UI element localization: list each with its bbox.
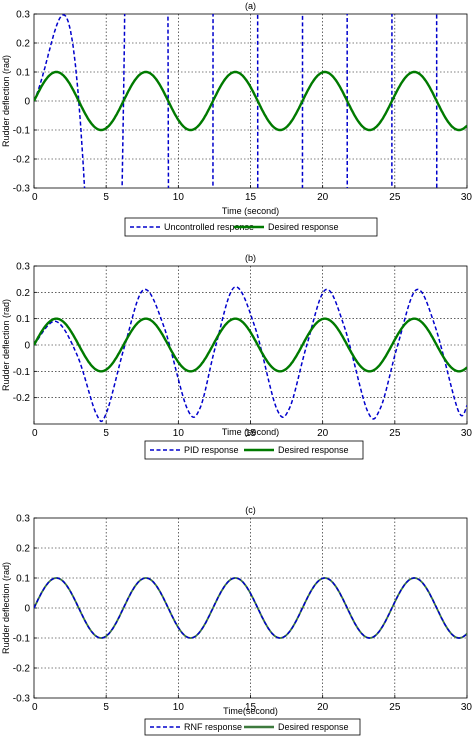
- x-tick-label: 15: [245, 702, 257, 713]
- x-tick-label: 0: [32, 702, 38, 713]
- legend-label: PID response: [184, 445, 239, 455]
- y-tick-label: -0.1: [13, 367, 31, 378]
- y-tick-label: -0.3: [13, 184, 31, 195]
- x-tick-label: 15: [245, 428, 257, 439]
- chart-title: (c): [245, 505, 256, 515]
- legend-label: Desired response: [278, 722, 349, 732]
- x-tick-label: 15: [245, 192, 257, 203]
- y-axis-label: Rudder deflection (rad): [1, 299, 11, 391]
- y-axis-label: Rudder deflection (rad): [1, 55, 11, 147]
- x-tick-label: 5: [103, 702, 109, 713]
- x-tick-label: 30: [461, 428, 473, 439]
- y-tick-label: 0.2: [16, 544, 30, 555]
- y-tick-label: -0.2: [13, 155, 31, 166]
- x-tick-label: 0: [32, 192, 38, 203]
- legend-label: Desired response: [278, 445, 349, 455]
- y-tick-label: 0.3: [16, 262, 30, 273]
- chart-title: (b): [245, 253, 256, 263]
- y-axis-label: Rudder deflection (rad): [1, 562, 11, 654]
- x-tick-label: 20: [317, 702, 329, 713]
- legend-label: RNF response: [184, 722, 242, 732]
- series-group: [34, 286, 467, 423]
- series-group: [34, 577, 467, 639]
- series-line-0: [34, 577, 467, 639]
- y-tick-label: -0.3: [13, 694, 31, 705]
- x-tick-label: 30: [461, 702, 473, 713]
- series-line-0: [34, 286, 467, 423]
- x-axis-label: Time (second): [222, 427, 279, 437]
- y-tick-label: -0.1: [13, 634, 31, 645]
- chart-panel-2: 0 5 10 15 20 25 30 0.3 0.2 0.1 0 -0.1 -0.2 -0.3 (c) Tim…: [1, 505, 473, 736]
- y-tick-label: -0.2: [13, 393, 31, 404]
- y-tick-label: 0.1: [16, 574, 30, 585]
- x-axis-label: Time(second): [223, 706, 278, 716]
- y-tick-label: 0: [24, 341, 30, 352]
- y-tick-label: -0.1: [13, 126, 31, 137]
- x-tick-label: 5: [103, 192, 109, 203]
- legend-label: Uncontrolled response: [164, 222, 254, 232]
- chart-panel-1: 0 5 10 15 20 25 30 0.3 0.2 0.1 0 -0.1 -0.2 (b) Time (s…: [1, 253, 473, 460]
- y-tick-label: -0.2: [13, 664, 31, 675]
- series-line-1: [34, 317, 467, 373]
- x-tick-label: 10: [173, 192, 185, 203]
- x-tick-label: 20: [317, 192, 329, 203]
- legend-label: Desired response: [268, 222, 339, 232]
- x-tick-label: 20: [317, 428, 329, 439]
- y-tick-label: 0: [24, 604, 30, 615]
- y-tick-label: 0.3: [16, 10, 30, 21]
- x-tick-label: 30: [461, 192, 473, 203]
- chart-title: (a): [245, 1, 256, 11]
- series-group: [34, 14, 467, 188]
- y-tick-label: 0: [24, 97, 30, 108]
- y-tick-label: 0.1: [16, 68, 30, 79]
- x-tick-label: 10: [173, 428, 185, 439]
- x-tick-label: 0: [32, 428, 38, 439]
- y-tick-label: 0.2: [16, 288, 30, 299]
- series-line-1: [34, 70, 467, 132]
- y-tick-label: 0.2: [16, 39, 30, 50]
- x-tick-label: 25: [389, 428, 401, 439]
- chart-panel-0: 0 5 10 15 20 25 30 0.3 0.2 0.1 0 -0.1 -0.2 -0.3 (a) Tim…: [1, 1, 473, 237]
- x-tick-label: 5: [103, 428, 109, 439]
- x-axis-label: Time (second): [222, 206, 279, 216]
- x-tick-label: 25: [389, 702, 401, 713]
- x-tick-label: 25: [389, 192, 401, 203]
- x-tick-label: 10: [173, 702, 185, 713]
- y-tick-label: 0.3: [16, 514, 30, 525]
- y-tick-label: 0.1: [16, 314, 30, 325]
